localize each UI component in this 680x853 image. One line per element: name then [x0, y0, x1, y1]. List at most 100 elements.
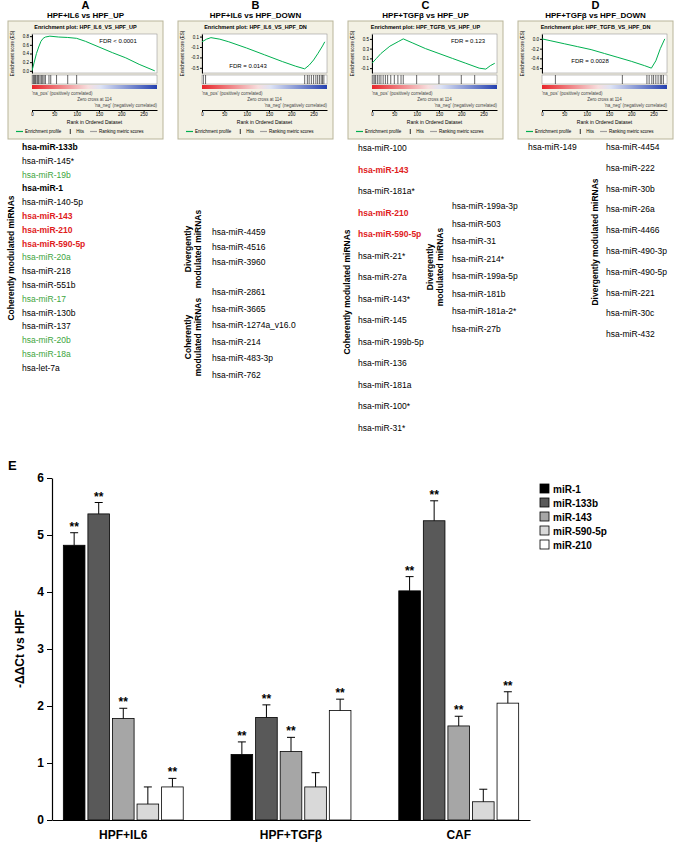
- hit: [387, 75, 388, 84]
- hit: [42, 75, 43, 84]
- legend-swatch: [540, 498, 549, 507]
- tick-mark: [370, 49, 372, 50]
- error-line: [315, 773, 316, 787]
- tick-label: 200: [628, 112, 636, 117]
- hit: [319, 75, 320, 84]
- significance: **: [262, 692, 272, 706]
- tick: 200: [118, 110, 126, 117]
- figure: AHPF+IL6 vs HPF_UPEnrichment plot: HPF_I…: [0, 0, 680, 853]
- rank-bar: [32, 85, 157, 89]
- mirna: hsa-miR-551b: [22, 280, 76, 290]
- mirna-group: Coherentlymodulated miRNAshsa-miR-2861hs…: [183, 287, 296, 380]
- error-line: [241, 742, 242, 755]
- box-frame: [348, 21, 503, 139]
- tick-label: 150: [266, 112, 274, 117]
- legend-swatch: [260, 131, 267, 132]
- error-bar: [336, 699, 344, 710]
- mirna: hsa-miR-145*: [22, 156, 75, 166]
- hit: [41, 75, 42, 84]
- hit: [660, 75, 661, 84]
- tick-label: HPF+TGFβ: [260, 828, 322, 842]
- hit: [401, 75, 402, 84]
- tick: -0.1: [191, 45, 202, 50]
- bar: [137, 804, 159, 820]
- tick-label: 0: [37, 813, 44, 827]
- legend-swatch: [410, 129, 411, 134]
- annotation: Zero cross at 114: [587, 97, 622, 102]
- hit: [377, 75, 378, 84]
- tick-label: 200: [118, 112, 126, 117]
- mirna: hsa-miR-199a-5p: [452, 271, 518, 281]
- hit: [205, 75, 206, 84]
- bar: [497, 703, 519, 820]
- tick: 0.2: [23, 60, 32, 65]
- hit: [474, 75, 475, 84]
- tick: 0.6: [23, 43, 32, 48]
- tick-label: 0: [31, 112, 34, 117]
- tick-label: 1: [37, 756, 44, 770]
- mirna: hsa-miR-3665: [212, 304, 266, 314]
- legend-label: Ranking metric scores: [269, 129, 314, 134]
- tick-label: 0.1: [193, 35, 200, 40]
- error-line: [291, 737, 292, 751]
- legend-label: Hits: [246, 129, 254, 134]
- tick-label: -0.3: [191, 55, 199, 60]
- hit: [33, 75, 34, 84]
- axis-line: [543, 110, 668, 111]
- legend: Enrichment profileHitsRanking metric sco…: [356, 129, 484, 134]
- axis-line: [33, 110, 158, 111]
- tick-label: 0.0: [533, 37, 540, 42]
- hits-strip: [542, 75, 667, 84]
- es-line: [372, 39, 495, 69]
- error-bar: [119, 708, 127, 718]
- tick: 4: [37, 585, 52, 599]
- error-bar: [168, 778, 176, 787]
- mirna: hsa-miR-490-3p: [606, 246, 667, 256]
- mirna: hsa-miR-199a-3p: [452, 201, 518, 211]
- mirna-lists: Coherently modulated miRNAshsa-miR-133bh…: [6, 142, 667, 433]
- tick-mark: [540, 58, 542, 59]
- mirna-group: hsa-miR-149: [528, 142, 577, 152]
- tick: -0.2: [531, 47, 542, 52]
- hit: [658, 75, 659, 84]
- hit: [372, 75, 373, 84]
- tick-label: 100: [583, 112, 591, 117]
- tick: 250: [140, 110, 148, 117]
- panel-letter: D: [592, 0, 600, 11]
- error-bar: [504, 692, 512, 703]
- hit: [34, 75, 35, 84]
- marks: [372, 39, 495, 84]
- significance: **: [69, 520, 79, 534]
- mirna: hsa-let-7a: [22, 363, 60, 373]
- bar-panel: E************************0123456HPF+IL6H…: [8, 458, 607, 842]
- mirna: hsa-miR-4516: [212, 242, 266, 252]
- tick-label: 0.4: [23, 51, 30, 56]
- mirna: hsa-miR-181b: [452, 289, 506, 299]
- error-cap: [144, 786, 152, 787]
- mirna: hsa-miR-483-3p: [212, 353, 273, 363]
- mirna-panel: Coherently modulated miRNAshsa-miR-100hs…: [342, 143, 518, 433]
- tick: 150: [266, 110, 274, 117]
- tick-label: 150: [436, 112, 444, 117]
- bar: [329, 711, 351, 820]
- hit: [655, 75, 656, 84]
- legend-swatch: [240, 129, 241, 134]
- error-line: [340, 699, 341, 710]
- tick: 100: [583, 110, 591, 117]
- mirna: hsa-miR-181a: [358, 380, 412, 390]
- hits-strip: [372, 75, 497, 84]
- y-axis-title: Enrichment score (ES): [520, 30, 525, 76]
- tick: -0.1: [361, 66, 372, 71]
- tick-mark: [540, 68, 542, 69]
- tick-label: 100: [243, 112, 251, 117]
- box-frame: [178, 21, 333, 139]
- tick: -0.6: [531, 66, 542, 71]
- legend-label: Hits: [586, 129, 594, 134]
- legend-swatch: [540, 484, 549, 493]
- hit: [45, 75, 46, 84]
- plot-area: [202, 34, 327, 73]
- bar: [63, 545, 85, 820]
- tick-label: 250: [310, 112, 318, 117]
- mirna: hsa-miR-133b: [22, 142, 78, 152]
- tick-label: 200: [288, 112, 296, 117]
